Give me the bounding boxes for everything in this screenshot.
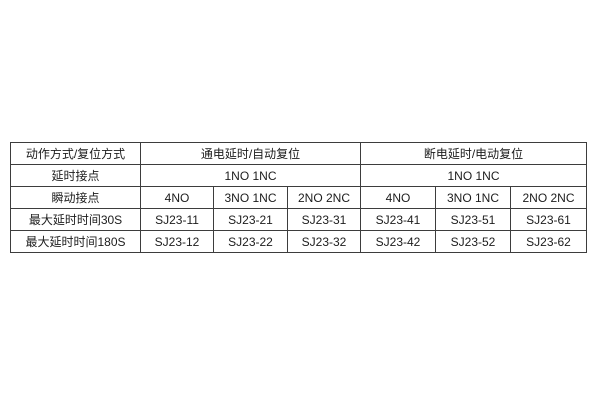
spec-table: 动作方式/复位方式 通电延时/自动复位 断电延时/电动复位 延时接点 1NO 1…: [10, 142, 587, 253]
max-delay-180s-row: 最大延时时间180S SJ23-12 SJ23-22 SJ23-32 SJ23-…: [10, 230, 587, 253]
contact-config-cell: 4NO: [140, 186, 214, 209]
delay-contact-value: 1NO 1NC: [140, 164, 361, 187]
model-cell: SJ23-42: [360, 230, 436, 253]
model-cell: SJ23-31: [287, 208, 361, 231]
max-delay-30s-row: 最大延时时间30S SJ23-11 SJ23-21 SJ23-31 SJ23-4…: [10, 208, 587, 231]
power-off-delay-group-header: 断电延时/电动复位: [360, 142, 587, 165]
max-delay-30s-label: 最大延时时间30S: [10, 208, 141, 231]
contact-config-cell: 3NO 1NC: [213, 186, 288, 209]
model-cell: SJ23-32: [287, 230, 361, 253]
model-cell: SJ23-12: [140, 230, 214, 253]
model-cell: SJ23-62: [510, 230, 587, 253]
model-cell: SJ23-51: [435, 208, 511, 231]
instant-contact-label: 瞬动接点: [10, 186, 141, 209]
delay-contact-value: 1NO 1NC: [360, 164, 587, 187]
max-delay-180s-label: 最大延时时间180S: [10, 230, 141, 253]
instant-contact-row: 瞬动接点 4NO 3NO 1NC 2NO 2NC 4NO 3NO 1NC 2NO…: [10, 186, 587, 209]
action-reset-mode-label: 动作方式/复位方式: [10, 142, 141, 165]
model-cell: SJ23-11: [140, 208, 214, 231]
header-row: 动作方式/复位方式 通电延时/自动复位 断电延时/电动复位: [10, 142, 587, 165]
contact-config-cell: 3NO 1NC: [435, 186, 511, 209]
contact-config-cell: 4NO: [360, 186, 436, 209]
contact-config-cell: 2NO 2NC: [287, 186, 361, 209]
model-cell: SJ23-52: [435, 230, 511, 253]
model-cell: SJ23-22: [213, 230, 288, 253]
model-cell: SJ23-61: [510, 208, 587, 231]
delay-contact-row: 延时接点 1NO 1NC 1NO 1NC: [10, 164, 587, 187]
power-on-delay-group-header: 通电延时/自动复位: [140, 142, 361, 165]
model-cell: SJ23-21: [213, 208, 288, 231]
delay-contact-label: 延时接点: [10, 164, 141, 187]
model-cell: SJ23-41: [360, 208, 436, 231]
contact-config-cell: 2NO 2NC: [510, 186, 587, 209]
